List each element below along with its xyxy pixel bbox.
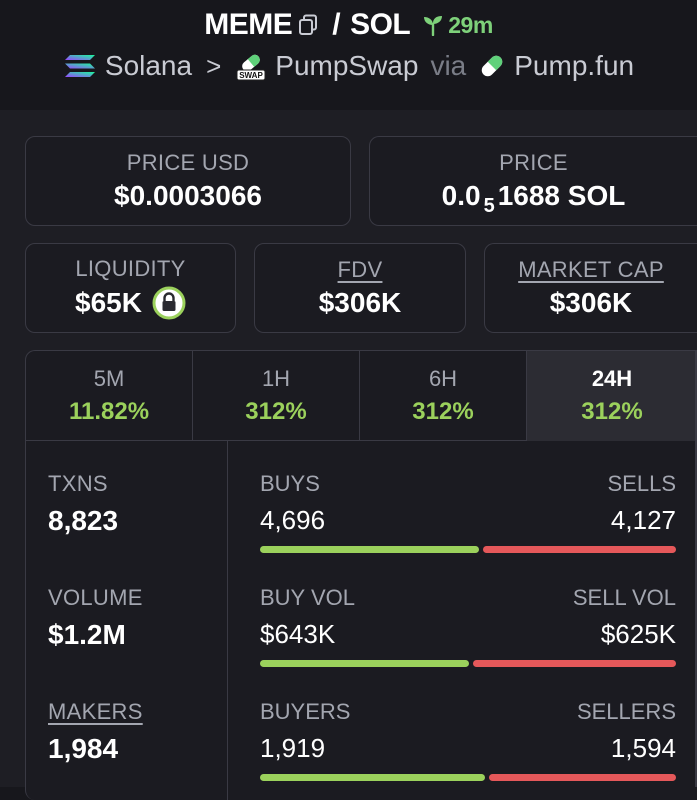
- tab-change: 312%: [581, 398, 643, 425]
- quote-token-symbol: SOL: [350, 8, 411, 41]
- pumpswap-icon: SWAP: [235, 51, 267, 81]
- txns-stat: TXNS 8,823: [48, 471, 118, 537]
- pair-age: 29m: [422, 12, 493, 39]
- buyers-sellers-stat: BUYERS SELLERS 1,919 1,594: [260, 699, 676, 781]
- tab-24h[interactable]: 24H 312%: [527, 351, 697, 441]
- tab-change: 312%: [245, 398, 307, 425]
- liquidity-value-row: $65K: [75, 286, 186, 320]
- panel-edge-divider: [695, 350, 697, 787]
- price-native-unit: SOL: [567, 180, 626, 211]
- tab-5m[interactable]: 5M 11.82%: [26, 351, 193, 441]
- txns-label: TXNS: [48, 471, 108, 496]
- buy-vol-label: BUY VOL: [260, 585, 355, 610]
- tab-1h[interactable]: 1H 312%: [193, 351, 360, 441]
- price-native-prefix: 0.0: [441, 180, 481, 211]
- price-native-label: PRICE: [499, 150, 568, 175]
- market-cap-card[interactable]: MARKET CAP $306K: [484, 243, 697, 333]
- dex-name[interactable]: PumpSwap: [275, 50, 419, 81]
- liquidity-label: LIQUIDITY: [75, 256, 186, 281]
- makers-label[interactable]: MAKERS: [48, 699, 143, 724]
- sell-volume-fill: [473, 660, 676, 667]
- buys-label: BUYS: [260, 471, 320, 496]
- price-native-card: PRICE 0.0 5 1688 SOL: [369, 136, 697, 226]
- sells-label: SELLS: [607, 471, 677, 496]
- market-cap-label[interactable]: MARKET CAP: [518, 257, 664, 282]
- price-usd-card: PRICE USD $0.0003066: [25, 136, 351, 226]
- buyers-fill: [260, 774, 485, 781]
- pair-header: MEME / SOL 29m: [0, 0, 697, 110]
- buyers-label: BUYERS: [260, 699, 351, 724]
- tab-label: 6H: [428, 366, 458, 391]
- volume-label: VOLUME: [48, 585, 143, 610]
- liquidity-value: $65K: [75, 287, 142, 318]
- liquidity-card: LIQUIDITY $65K: [25, 243, 236, 333]
- buys-sells-ratio-bar: [260, 546, 676, 553]
- txns-value: 8,823: [48, 505, 119, 536]
- tab-label: 24H: [591, 366, 633, 391]
- svg-text:SWAP: SWAP: [239, 71, 263, 80]
- pair-title: MEME / SOL 29m: [0, 8, 697, 42]
- volume-stat: VOLUME $1.2M: [48, 585, 143, 651]
- sell-vol-value: $625K: [600, 619, 676, 649]
- sellers-value: 1,594: [610, 733, 676, 763]
- buyers-value: 1,919: [260, 733, 326, 763]
- sell-ratio-fill: [483, 546, 676, 553]
- tab-change: 312%: [412, 398, 474, 425]
- sprout-icon: [424, 16, 443, 36]
- buys-sells-stat: BUYS SELLS 4,696 4,127: [260, 471, 676, 553]
- fdv-card[interactable]: FDV $306K: [254, 243, 466, 333]
- via-label: via: [430, 50, 467, 81]
- tab-6h[interactable]: 6H 312%: [360, 351, 527, 441]
- copy-icon[interactable]: [298, 14, 318, 36]
- tab-label: 5M: [93, 366, 125, 391]
- timeframe-stats: 5M 11.82% 1H 312% 6H 312% 24H 312% TXNS …: [25, 350, 697, 800]
- lock-icon[interactable]: [152, 286, 186, 320]
- volume-ratio-bar: [260, 660, 676, 667]
- makers-ratio-bar: [260, 774, 676, 781]
- sells-value: 4,127: [610, 505, 676, 535]
- base-token-symbol[interactable]: MEME: [204, 8, 293, 41]
- chevron-right-icon: >: [206, 50, 222, 81]
- fdv-label[interactable]: FDV: [337, 257, 383, 282]
- solana-icon: [63, 53, 97, 79]
- tab-label: 1H: [261, 366, 291, 391]
- price-native-value: 0.0 5 1688 SOL: [441, 180, 626, 217]
- sellers-label: SELLERS: [576, 699, 676, 724]
- pill-icon: [478, 52, 506, 80]
- price-native-digits: 1688: [497, 180, 560, 211]
- makers-stat: MAKERS 1,984: [48, 699, 143, 765]
- price-native-zero-count: 5: [483, 194, 495, 217]
- buy-ratio-fill: [260, 546, 479, 553]
- tab-change: 11.82%: [68, 398, 150, 425]
- totals-column: TXNS 8,823 VOLUME $1.2M MAKERS 1,984: [26, 441, 228, 800]
- buys-value: 4,696: [260, 505, 326, 535]
- sell-vol-label: SELL VOL: [572, 585, 676, 610]
- pair-route: Solana > SWAP PumpSwap via Pump.fun: [0, 50, 697, 82]
- buy-volume-fill: [260, 660, 469, 667]
- price-usd-label: PRICE USD: [126, 150, 250, 175]
- pair-age-value: 29m: [448, 11, 493, 38]
- fdv-value: $306K: [318, 287, 402, 318]
- makers-value: 1,984: [48, 733, 119, 764]
- sellers-fill: [489, 774, 676, 781]
- market-cap-value: $306K: [549, 287, 633, 318]
- buy-vol-value: $643K: [260, 619, 336, 649]
- launchpad-name[interactable]: Pump.fun: [514, 50, 635, 81]
- timeframe-tabs: 5M 11.82% 1H 312% 6H 312% 24H 312%: [26, 351, 697, 441]
- pair-separator: /: [332, 8, 341, 41]
- chain-name[interactable]: Solana: [104, 50, 193, 81]
- price-usd-value: $0.0003066: [114, 180, 262, 211]
- buy-sell-volume-stat: BUY VOL SELL VOL $643K $625K: [260, 585, 676, 667]
- volume-value: $1.2M: [48, 619, 126, 650]
